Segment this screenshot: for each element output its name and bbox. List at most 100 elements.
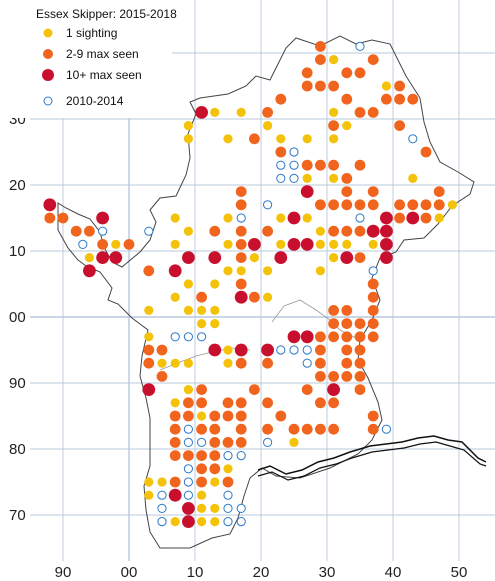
legend-label: 2010-2014 — [66, 94, 124, 108]
point-10plus — [300, 185, 314, 199]
point-2-9 — [235, 437, 247, 448]
point-2010-2014 — [183, 437, 193, 447]
point-2010-2014 — [157, 503, 167, 513]
point-2-9 — [183, 410, 194, 422]
point-2-9 — [235, 410, 247, 422]
point-2-9 — [235, 423, 247, 435]
point-1-sighting — [329, 134, 339, 144]
point-2-9 — [328, 371, 339, 382]
point-2-9 — [407, 199, 419, 211]
point-1-sighting — [249, 253, 259, 263]
point-2-9 — [354, 318, 366, 329]
point-2010-2014 — [289, 147, 299, 157]
county-boundary — [57, 35, 487, 549]
point-2-9 — [341, 344, 353, 356]
point-2010-2014 — [408, 134, 418, 144]
x-tick-label: 50 — [451, 564, 468, 581]
legend-swatch — [43, 49, 53, 59]
point-2010-2014 — [276, 173, 286, 183]
point-1-sighting — [210, 305, 220, 315]
point-2-9 — [420, 146, 432, 158]
point-1-sighting — [223, 358, 233, 368]
point-2-9 — [367, 318, 379, 329]
sighting-points — [43, 41, 457, 528]
point-2-9 — [301, 384, 313, 395]
y-tick-label: 80 — [9, 441, 26, 458]
point-2-9 — [341, 199, 353, 211]
point-2-9 — [394, 212, 405, 224]
point-2-9 — [235, 278, 247, 290]
point-2-9 — [420, 212, 432, 224]
point-10plus — [234, 343, 248, 357]
point-10plus — [96, 211, 109, 225]
point-2-9 — [209, 463, 221, 475]
river-thames — [257, 435, 487, 475]
point-1-sighting — [223, 239, 233, 249]
point-1-sighting — [276, 213, 286, 223]
point-2-9 — [249, 133, 260, 145]
point-2-9 — [394, 93, 405, 105]
point-2010-2014 — [223, 503, 233, 513]
point-2-9 — [315, 371, 326, 382]
point-2-9 — [57, 212, 69, 224]
point-1-sighting — [381, 81, 391, 91]
point-2-9 — [341, 318, 353, 329]
legend-label: 10+ max seen — [66, 68, 142, 82]
point-2-9 — [262, 107, 273, 118]
legend-label: 1 sighting — [66, 26, 117, 40]
point-1-sighting — [329, 55, 339, 65]
point-2-9 — [367, 107, 379, 118]
point-2-9 — [367, 410, 379, 422]
point-2010-2014 — [381, 424, 391, 434]
legend-background — [0, 0, 172, 118]
point-2010-2014 — [355, 41, 365, 52]
point-1-sighting — [329, 239, 339, 249]
y-tick-label: 20 — [9, 177, 26, 194]
point-2-9 — [169, 437, 181, 448]
point-2010-2014 — [263, 437, 273, 447]
point-2-9 — [275, 410, 287, 422]
point-1-sighting — [329, 253, 339, 263]
point-2-9 — [183, 397, 194, 409]
point-1-sighting — [144, 332, 154, 342]
point-1-sighting — [276, 134, 286, 144]
point-2010-2014 — [183, 332, 193, 342]
legend-items: 1 sighting 2-9 max seen 10+ max seen 2010-2… — [42, 26, 142, 108]
point-2-9 — [169, 450, 181, 461]
point-2010-2014 — [263, 200, 273, 210]
point-2-9 — [275, 93, 287, 105]
point-10plus — [274, 251, 288, 264]
point-2-9 — [315, 54, 326, 65]
point-1-sighting — [302, 134, 312, 144]
point-2-9 — [315, 423, 326, 435]
point-2-9 — [367, 278, 379, 290]
point-2-9 — [196, 450, 208, 461]
point-1-sighting — [315, 239, 325, 249]
point-10plus — [182, 251, 195, 264]
point-10plus — [182, 515, 195, 528]
point-2-9 — [328, 159, 339, 171]
point-2-9 — [235, 357, 247, 369]
point-2-9 — [381, 93, 392, 105]
point-2-9 — [84, 225, 95, 237]
point-2-9 — [196, 291, 208, 303]
point-1-sighting — [170, 213, 180, 223]
point-2-9 — [235, 397, 247, 409]
point-2-9 — [301, 423, 313, 435]
point-2-9 — [407, 93, 419, 105]
point-2-9 — [367, 199, 379, 211]
point-10plus — [300, 330, 314, 344]
point-1-sighting — [263, 266, 273, 276]
point-1-sighting — [289, 437, 299, 447]
point-1-sighting — [170, 358, 180, 368]
point-2-9 — [222, 437, 234, 448]
point-2-9 — [275, 146, 287, 158]
point-2-9 — [123, 239, 135, 250]
point-10plus — [406, 211, 420, 225]
point-2-9 — [301, 67, 313, 79]
x-tick-label: 30 — [319, 564, 336, 581]
point-2-9 — [169, 476, 181, 488]
point-1-sighting — [170, 517, 180, 527]
point-10plus — [380, 211, 393, 225]
